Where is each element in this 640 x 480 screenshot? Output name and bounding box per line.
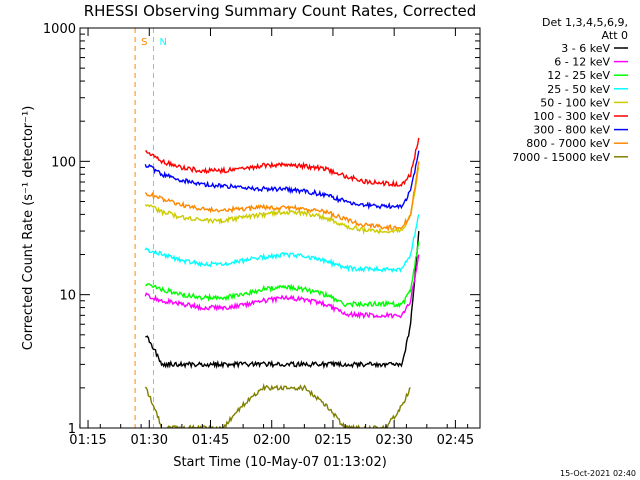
series-line-5	[145, 137, 420, 187]
footer-date: 15-Oct-2021 02:40	[560, 469, 636, 478]
chart-title: RHESSI Observing Summary Count Rates, Co…	[84, 2, 477, 20]
plot-area	[134, 28, 420, 428]
series-line-1	[144, 254, 420, 320]
x-tick-label-3: 02:00	[253, 433, 290, 448]
series-line-6	[144, 150, 420, 211]
x-tick-label-0: 01:15	[69, 433, 106, 448]
legend-label-0: 3 - 6 keV	[561, 42, 610, 55]
series-line-7	[144, 161, 420, 232]
y-tick-label-2: 100	[51, 155, 76, 170]
series-line-4	[144, 167, 420, 236]
legend-header-line-1: Det 1,3,4,5,6,9,	[542, 16, 628, 29]
legend-label-4: 50 - 100 keV	[540, 96, 610, 109]
legend-label-2: 12 - 25 keV	[547, 69, 610, 82]
x-tick-label-5: 02:30	[375, 433, 412, 448]
legend-header-line-2: Att 0	[602, 29, 628, 42]
y-axis-label: Corrected Count Rate (s⁻¹ detector⁻¹)	[21, 106, 36, 351]
series-line-2	[145, 241, 420, 309]
y-axis: 1 10 100 1000	[43, 22, 480, 437]
legend-label-8: 7000 - 15000 keV	[512, 151, 610, 164]
x-axis: 01:15 01:30 01:45 02:00 02:15 02:30 02:45	[69, 28, 474, 448]
legend-label-5: 100 - 300 keV	[533, 110, 610, 123]
y-tick-label-0: 1	[68, 422, 76, 437]
y-tick-label-1: 10	[59, 289, 76, 304]
series-line-0	[145, 231, 420, 370]
legend-label-3: 25 - 50 keV	[547, 83, 610, 96]
x-tick-label-6: 02:45	[437, 433, 474, 448]
x-tick-label-4: 02:15	[314, 433, 351, 448]
x-tick-label-1: 01:30	[131, 433, 168, 448]
x-axis-label: Start Time (10-May-07 01:13:02)	[173, 455, 387, 470]
legend-label-6: 300 - 800 keV	[533, 124, 610, 137]
series-line-8	[144, 382, 411, 428]
legend-label-7: 800 - 7000 keV	[526, 137, 610, 150]
flag-marker-label-1: N	[159, 37, 166, 48]
flag-marker-label-0: S	[141, 37, 147, 48]
x-tick-label-2: 01:45	[192, 433, 229, 448]
series-line-3	[144, 214, 420, 274]
y-tick-label-3: 1000	[43, 22, 76, 37]
plot-frame	[79, 27, 481, 429]
legend-label-1: 6 - 12 keV	[554, 56, 610, 69]
